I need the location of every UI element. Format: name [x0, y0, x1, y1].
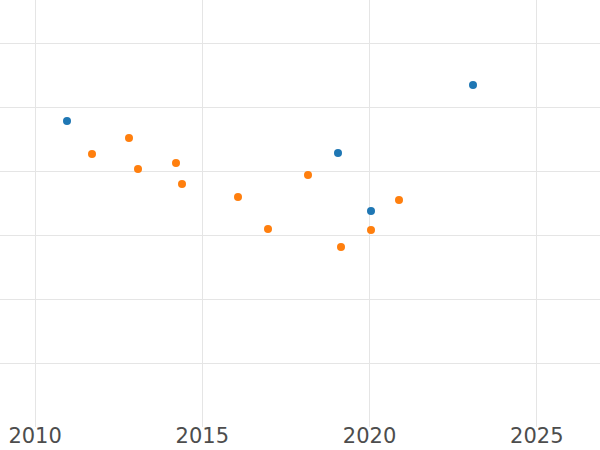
plot-area: [0, 0, 600, 415]
y-gridline: [0, 107, 600, 108]
orange-series-point: [88, 150, 96, 158]
orange-series-point: [304, 171, 312, 179]
y-gridline: [0, 299, 600, 300]
y-gridline: [0, 363, 600, 364]
y-gridline: [0, 171, 600, 172]
y-gridline: [0, 235, 600, 236]
x-tick-label: 2020: [343, 426, 396, 447]
orange-series-point: [172, 159, 180, 167]
orange-series-point: [134, 165, 142, 173]
orange-series-point: [367, 226, 375, 234]
orange-series-point: [337, 243, 345, 251]
orange-series-point: [395, 196, 403, 204]
x-gridline: [202, 0, 203, 427]
x-tick-label: 2010: [8, 426, 61, 447]
orange-series-point: [178, 180, 186, 188]
orange-series-point: [125, 134, 133, 142]
blue-series-point: [469, 81, 477, 89]
blue-series-point: [367, 207, 375, 215]
orange-series-point: [264, 225, 272, 233]
x-tick-label: 2015: [176, 426, 229, 447]
x-gridline: [35, 0, 36, 427]
blue-series-point: [334, 149, 342, 157]
y-gridline: [0, 43, 600, 44]
scatter-chart: 2010 2015 2020 2025: [0, 0, 600, 450]
orange-series-point: [234, 193, 242, 201]
x-gridline: [536, 0, 537, 427]
blue-series-point: [63, 117, 71, 125]
x-tick-label: 2025: [510, 426, 563, 447]
